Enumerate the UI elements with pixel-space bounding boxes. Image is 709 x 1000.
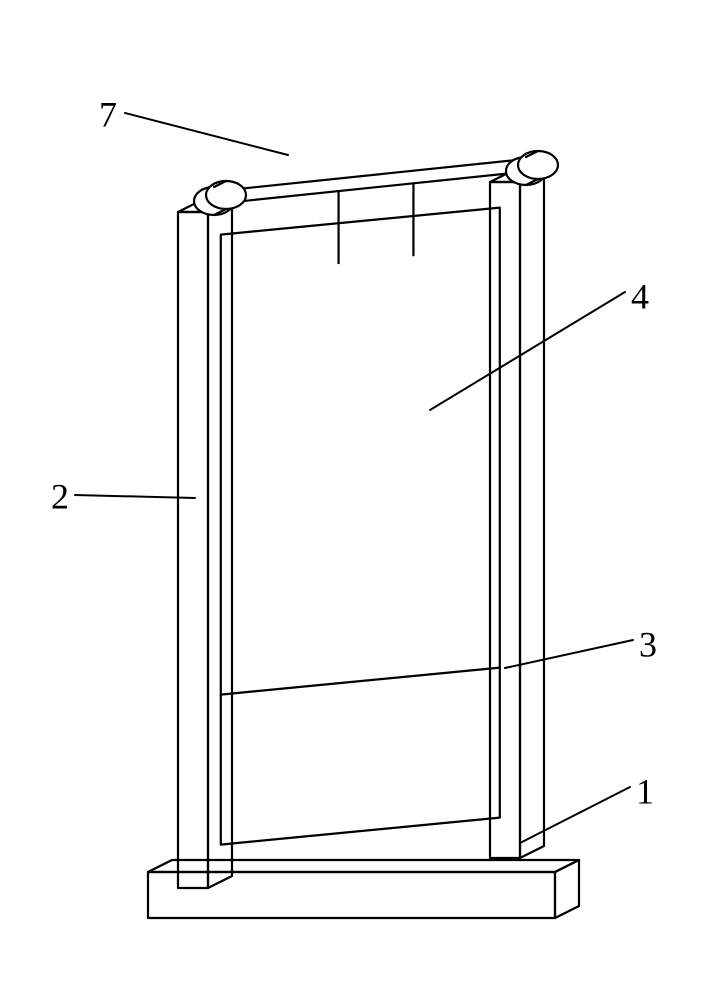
cap-right-back <box>518 151 558 179</box>
leader-base <box>520 787 630 843</box>
base-top <box>148 860 579 872</box>
label-right_post: 3 <box>639 624 657 664</box>
panel-outline <box>221 208 500 845</box>
label-top_bar: 7 <box>99 94 117 134</box>
leader-panel <box>430 292 625 410</box>
leader-right_post <box>505 640 633 668</box>
cap-left-back <box>206 181 246 209</box>
panel-divider <box>221 668 500 695</box>
label-left_post: 2 <box>51 476 69 516</box>
top-rail-upper <box>232 160 520 190</box>
right-post-side <box>520 170 544 858</box>
top-rail-lower <box>232 172 520 202</box>
leader-top_bar <box>125 113 288 155</box>
labels: 1 2 3 4 7 <box>51 94 657 811</box>
left-post-front <box>178 212 208 888</box>
base-side <box>555 860 579 918</box>
right-post-front <box>490 182 520 858</box>
label-base: 1 <box>636 771 654 811</box>
label-panel: 4 <box>631 276 649 316</box>
diagram-canvas: 1 2 3 4 7 <box>0 0 709 1000</box>
